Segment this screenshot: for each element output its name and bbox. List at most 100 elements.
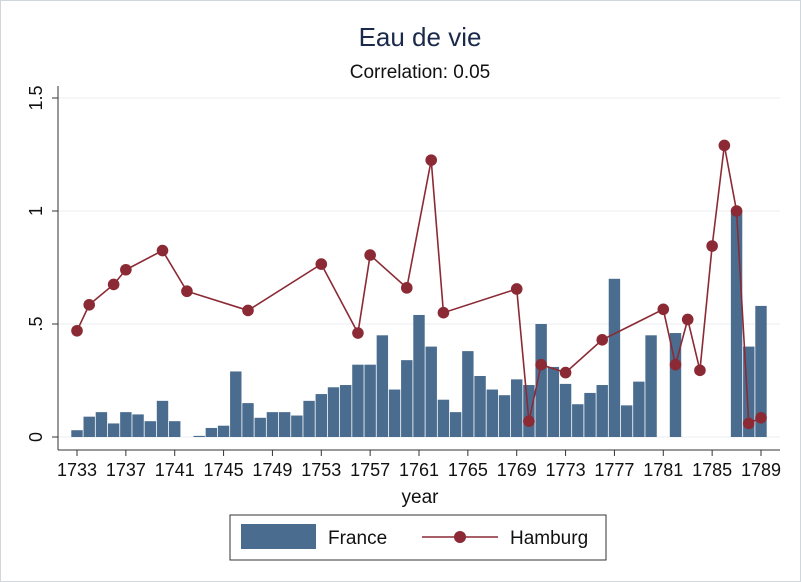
bar-france-1778 (620, 405, 633, 437)
france-bars (71, 211, 767, 437)
point-hamburg-1733 (71, 324, 83, 337)
bar-france-1748 (254, 417, 266, 437)
point-hamburg-1776 (596, 334, 609, 346)
point-hamburg-1786 (718, 139, 731, 152)
point-hamburg-1763 (437, 306, 450, 319)
point-hamburg-1789 (755, 411, 767, 424)
point-hamburg-1787 (730, 205, 743, 217)
legend-label-france: France (328, 528, 387, 549)
bar-france-1761 (413, 314, 425, 437)
point-hamburg-1784 (694, 364, 706, 377)
point-hamburg-1788 (742, 417, 755, 430)
bar-france-1776 (596, 385, 608, 437)
x-tick-label: 1773 (546, 460, 586, 480)
x-tick-label: 1777 (594, 460, 634, 480)
bar-france-1779 (633, 381, 645, 437)
x-tick-label: 1765 (448, 460, 488, 480)
bar-france-1751 (291, 415, 303, 437)
x-tick-label: 1741 (155, 460, 195, 480)
y-tick-label: 1.5 (26, 85, 46, 110)
bar-france-1739 (144, 421, 156, 437)
x-tick-label: 1789 (741, 460, 781, 480)
bar-france-1774 (572, 404, 584, 437)
point-hamburg-1734 (83, 298, 96, 311)
point-hamburg-1770 (523, 415, 535, 427)
bar-france-1788 (743, 346, 755, 437)
bar-france-1759 (388, 389, 401, 437)
bar-france-1769 (511, 379, 523, 437)
point-hamburg-1760 (400, 282, 413, 294)
point-hamburg-1783 (681, 313, 694, 326)
legend-marker-hamburg (454, 531, 466, 543)
bar-france-1767 (486, 389, 498, 437)
bar-france-1765 (462, 351, 474, 437)
bar-france-1746 (230, 371, 242, 437)
point-hamburg-1785 (706, 240, 718, 252)
x-tick-label: 1757 (350, 460, 390, 480)
point-hamburg-1753 (315, 258, 328, 270)
bar-france-1747 (242, 403, 254, 437)
legend-swatch-france (241, 524, 316, 549)
point-hamburg-1747 (242, 304, 254, 317)
point-hamburg-1762 (425, 154, 438, 166)
bar-france-1758 (376, 335, 389, 437)
x-tick-label: 1769 (497, 460, 537, 480)
bar-france-1763 (437, 399, 450, 437)
axes: 0 .5 1 1.5 1733 1737 1741 1745 1749 1753 1757 1761 1… (26, 85, 781, 480)
bar-france-1745 (217, 425, 230, 437)
chart-title: Eau de vie (359, 22, 482, 52)
bar-france-1755 (340, 385, 352, 437)
point-hamburg-1736 (107, 278, 120, 291)
y-tick-label: 0 (26, 432, 46, 442)
bar-france-1789 (755, 305, 767, 437)
point-hamburg-1740 (156, 244, 169, 257)
bar-france-1770 (523, 385, 535, 437)
x-tick-label: 1785 (692, 460, 732, 480)
bar-france-1735 (95, 412, 108, 437)
y-tick-label: 1 (26, 206, 46, 216)
bar-france-1762 (425, 346, 437, 437)
point-hamburg-1771 (535, 358, 547, 371)
bar-france-1771 (535, 324, 547, 437)
bar-france-1757 (364, 364, 376, 437)
bar-france-1733 (71, 430, 83, 437)
bar-france-1741 (169, 421, 181, 437)
x-tick-label: 1749 (252, 460, 292, 480)
point-hamburg-1757 (364, 249, 376, 261)
bar-france-1773 (559, 383, 572, 437)
x-tick-label: 1753 (301, 460, 341, 480)
point-hamburg-1756 (352, 327, 364, 339)
point-hamburg-1737 (120, 263, 132, 276)
bar-france-1736 (107, 423, 120, 437)
x-tick-label: 1761 (399, 460, 439, 480)
bar-france-1777 (608, 278, 621, 437)
bar-france-1734 (83, 416, 95, 437)
bar-france-1750 (278, 412, 291, 437)
bar-france-1768 (498, 395, 511, 437)
x-tick-label: 1745 (204, 460, 244, 480)
bar-france-1772 (547, 366, 560, 437)
x-tick-label: 1781 (643, 460, 683, 480)
bar-france-1749 (266, 412, 279, 437)
bar-france-1780 (645, 335, 657, 437)
bar-france-1775 (584, 392, 596, 437)
bar-france-1782 (669, 333, 682, 437)
bar-france-1744 (205, 427, 218, 437)
bar-france-1766 (474, 375, 486, 437)
bar-france-1760 (401, 360, 413, 437)
bar-france-1740 (156, 400, 169, 437)
bar-france-1754 (327, 387, 340, 437)
hamburg-line (71, 139, 767, 430)
bar-france-1753 (315, 394, 327, 437)
bar-france-1752 (303, 400, 315, 437)
point-hamburg-1782 (669, 358, 682, 371)
bar-france-1756 (352, 364, 364, 437)
chart-subtitle: Correlation: 0.05 (350, 62, 490, 83)
x-tick-label: 1737 (106, 460, 146, 480)
bar-france-1737 (120, 412, 132, 437)
point-hamburg-1769 (510, 283, 523, 295)
bar-france-1787 (730, 211, 743, 437)
bar-france-1764 (449, 412, 462, 437)
x-tick-label: 1733 (57, 460, 97, 480)
